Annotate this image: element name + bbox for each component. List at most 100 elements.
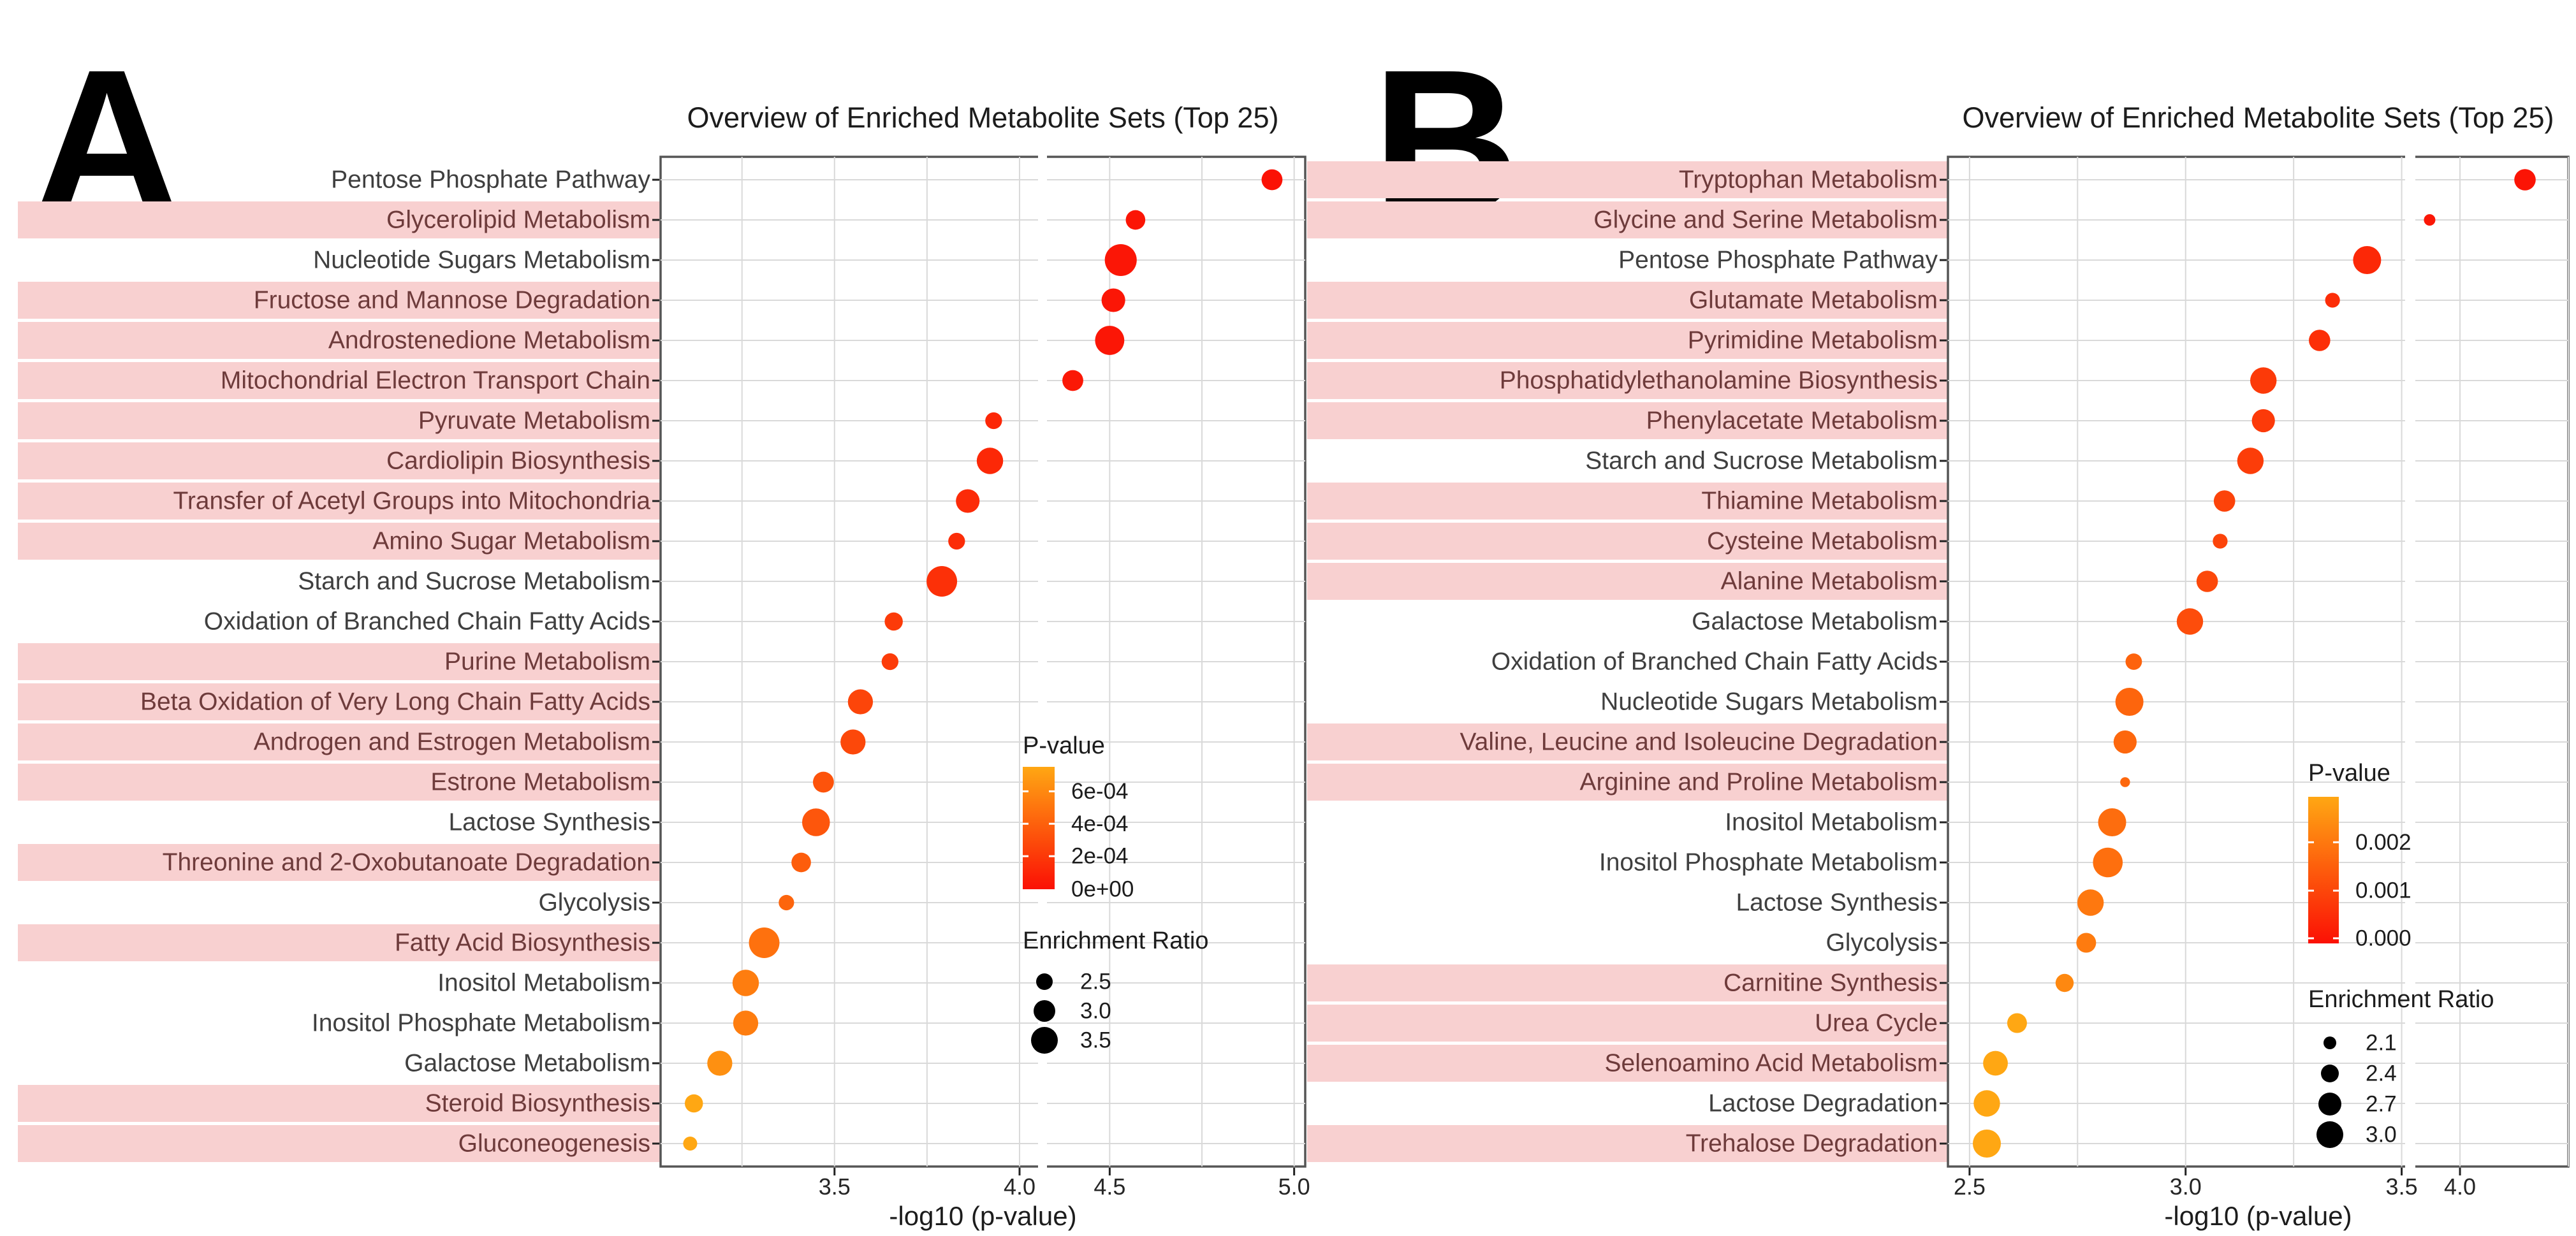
category-label: Carnitine Synthesis	[1723, 970, 1938, 997]
highlight-band	[18, 523, 661, 560]
data-point-dot	[2113, 730, 2137, 754]
category-label: Inositol Metabolism	[1725, 809, 1938, 836]
highlight-band	[18, 723, 661, 760]
category-label: Pentose Phosphate Pathway	[331, 166, 650, 194]
data-point-dot	[926, 566, 958, 597]
data-point-dot	[733, 1010, 759, 1036]
pvalue-legend-title: P-value	[1023, 732, 1105, 759]
data-point-dot	[884, 612, 903, 631]
category-label: Fructose and Mannose Degradation	[254, 287, 650, 314]
category-label: Beta Oxidation of Very Long Chain Fatty …	[140, 688, 650, 716]
data-point-dot	[2251, 409, 2275, 433]
highlight-band	[1307, 161, 1948, 198]
data-point-dot	[2098, 808, 2126, 836]
highlight-band	[1307, 764, 1948, 801]
highlight-band	[1307, 362, 1948, 399]
category-label: Galactose Metabolism	[404, 1050, 650, 1077]
category-label: Pentose Phosphate Pathway	[1618, 247, 1938, 274]
category-label: Phosphatidylethanolamine Biosynthesis	[1500, 367, 1938, 395]
category-label: Purine Metabolism	[444, 648, 650, 676]
data-point-dot	[779, 894, 794, 911]
pvalue-legend-label: 2e-04	[1071, 844, 1129, 869]
highlight-band	[1307, 282, 1948, 319]
highlight-band	[18, 282, 661, 319]
data-point-dot	[1101, 288, 1125, 312]
highlight-band	[18, 924, 661, 961]
category-label: Urea Cycle	[1815, 1010, 1938, 1037]
x-axis-title: -log10 (p-value)	[2164, 1201, 2352, 1231]
enrichment-legend-dot	[2318, 1093, 2341, 1116]
highlight-band	[1307, 402, 1948, 439]
data-point-dot	[985, 412, 1002, 430]
highlight-band	[18, 322, 661, 359]
data-point-dot	[2309, 330, 2331, 351]
enrichment-legend-label: 2.4	[2366, 1061, 2397, 1086]
data-point-dot	[2250, 367, 2277, 394]
enrichment-legend-dot	[2324, 1036, 2336, 1049]
highlight-band	[18, 442, 661, 479]
highlight-band	[1307, 563, 1948, 600]
category-label: Nucleotide Sugars Metabolism	[313, 247, 650, 274]
data-point-dot	[1972, 1130, 2001, 1158]
highlight-band	[18, 483, 661, 520]
enrichment-legend-dot	[2321, 1065, 2339, 1082]
category-label: Inositol Phosphate Metabolism	[312, 1010, 650, 1037]
highlight-band	[1307, 1125, 1948, 1162]
category-label: Inositol Phosphate Metabolism	[1599, 849, 1938, 876]
enrichment-legend-label: 3.0	[2366, 1123, 2397, 1147]
data-point-dot	[976, 447, 1004, 474]
highlight-band	[1307, 964, 1948, 1001]
data-point-dot	[1104, 244, 1137, 277]
data-point-dot	[2076, 933, 2097, 953]
data-point-dot	[2424, 214, 2436, 226]
data-point-dot	[801, 808, 830, 836]
data-point-dot	[2093, 847, 2123, 878]
highlight-band	[1307, 322, 1948, 359]
category-label: Glycolysis	[1826, 929, 1938, 957]
category-label: Starch and Sucrose Metabolism	[1585, 447, 1938, 475]
enrichment-legend-label: 2.7	[2366, 1092, 2397, 1117]
highlight-band	[1307, 201, 1948, 238]
data-point-dot	[791, 852, 811, 873]
enrichment-legend-title: Enrichment Ratio	[1023, 927, 1208, 954]
enrichment-legend-title: Enrichment Ratio	[2308, 986, 2494, 1013]
data-point-dot	[1261, 169, 1283, 191]
x-tick-label: 4.0	[2444, 1174, 2476, 1200]
category-label: Cysteine Metabolism	[1707, 528, 1938, 555]
category-label: Thiamine Metabolism	[1701, 488, 1938, 515]
data-point-dot	[2125, 653, 2142, 670]
category-label: Steroid Biosynthesis	[425, 1090, 650, 1117]
axis-break-gap	[2405, 154, 2415, 1170]
enrichment-legend-dot	[1034, 1000, 1055, 1022]
category-label: Fatty Acid Biosynthesis	[395, 929, 650, 957]
pvalue-colorbar	[1023, 767, 1055, 889]
highlight-band	[1307, 523, 1948, 560]
highlight-band	[18, 764, 661, 801]
data-point-dot	[1062, 370, 1083, 391]
category-label: Oxidation of Branched Chain Fatty Acids	[204, 608, 650, 636]
x-tick-label: 5.0	[1278, 1174, 1310, 1200]
category-label: Alanine Metabolism	[1721, 568, 1938, 595]
category-label: Selenoamino Acid Metabolism	[1605, 1050, 1938, 1077]
panel-A: A Overview of Enriched Metabolite Sets (T…	[18, 27, 1310, 1231]
category-label: Cardiolipin Biosynthesis	[386, 447, 650, 475]
category-label: Transfer of Acetyl Groups into Mitochond…	[173, 488, 650, 515]
data-point-dot	[683, 1137, 698, 1151]
data-point-dot	[956, 489, 980, 513]
x-tick-label: 4.5	[1094, 1174, 1125, 1200]
pvalue-legend-title: P-value	[2308, 760, 2390, 787]
chart-title: Overview of Enriched Metabolite Sets (To…	[687, 101, 1279, 134]
data-point-dot	[847, 689, 874, 715]
category-label: Nucleotide Sugars Metabolism	[1600, 688, 1938, 716]
category-label: Phenylacetate Metabolism	[1646, 407, 1938, 435]
category-label: Trehalose Degradation	[1686, 1130, 1938, 1158]
data-point-dot	[2176, 608, 2204, 635]
data-point-dot	[2007, 1013, 2027, 1033]
data-point-dot	[749, 927, 780, 958]
data-point-dot	[2213, 534, 2228, 549]
enrichment-legend-dot	[2316, 1121, 2343, 1148]
highlight-band	[1307, 1005, 1948, 1042]
category-label: Starch and Sucrose Metabolism	[298, 568, 650, 595]
enrichment-legend-dot	[1031, 1027, 1058, 1054]
